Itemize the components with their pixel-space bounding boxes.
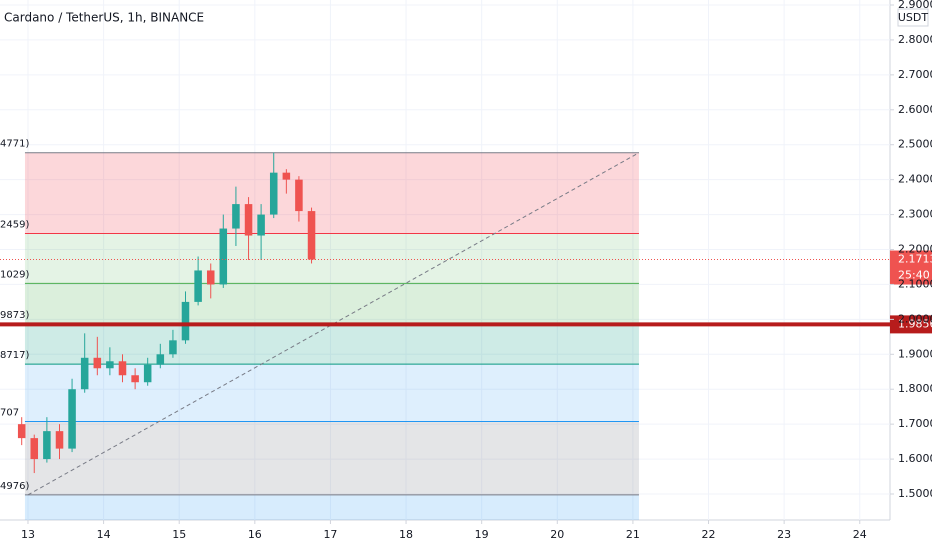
x-tick-label: 13 xyxy=(21,528,35,541)
alert-label: 1.9856 xyxy=(898,317,932,330)
candle-body xyxy=(68,389,76,449)
chart-title: Cardano / TetherUS, 1h, BINANCE xyxy=(4,11,204,25)
y-tick-label: 2.7000 xyxy=(898,68,932,81)
y-tick-label: 2.0000 xyxy=(898,312,932,325)
fib-band xyxy=(24,364,639,422)
candle-body xyxy=(156,354,165,365)
candle-body xyxy=(30,438,39,460)
fib-band xyxy=(24,283,639,324)
fib-label: 4976) xyxy=(0,481,29,492)
candle-body xyxy=(169,340,177,355)
fib-label: 4771) xyxy=(0,139,29,150)
y-tick-label: 2.3000 xyxy=(898,208,932,221)
price-label: 2.1713 xyxy=(898,253,932,266)
candle-body xyxy=(55,431,64,449)
candle-body xyxy=(282,172,291,180)
currency-box xyxy=(897,8,929,27)
y-tick-label: 2.1000 xyxy=(898,277,932,290)
candle-body xyxy=(106,361,114,369)
candle-body xyxy=(181,301,190,341)
x-tick-label: 24 xyxy=(853,528,867,541)
x-tick-label: 20 xyxy=(550,528,564,541)
x-tick-label: 16 xyxy=(248,528,262,541)
y-tick-label: 2.5000 xyxy=(898,138,932,151)
candle-body xyxy=(17,424,26,439)
x-tick-label: 19 xyxy=(475,528,489,541)
candle-body xyxy=(194,270,202,302)
fib-label: 9873) xyxy=(0,310,29,321)
y-tick-label: 2.4000 xyxy=(898,173,932,186)
fib-band xyxy=(24,323,639,365)
candle-body xyxy=(131,375,139,383)
y-tick-label: 1.5000 xyxy=(898,487,932,500)
currency-label[interactable]: USDT xyxy=(898,11,929,24)
candle-body xyxy=(206,270,215,285)
candle-body xyxy=(257,214,265,236)
x-tick-label: 22 xyxy=(702,528,716,541)
fib-label: 1029) xyxy=(0,269,29,280)
y-tick-label: 2.2000 xyxy=(898,243,932,256)
y-tick-label: 2.6000 xyxy=(898,103,932,116)
y-tick-label: 1.9000 xyxy=(898,347,932,360)
candle-body xyxy=(93,357,102,369)
fib-band xyxy=(24,233,639,284)
candle-body xyxy=(80,357,89,390)
x-tick-label: 15 xyxy=(172,528,186,541)
x-tick-label: 17 xyxy=(323,528,337,541)
candle-body xyxy=(143,364,152,383)
price-countdown: 25:40 xyxy=(898,269,930,282)
alert-box xyxy=(890,315,932,334)
x-tick-label: 23 xyxy=(777,528,791,541)
x-tick-label: 21 xyxy=(626,528,640,541)
candle-body xyxy=(118,361,127,376)
candle-body xyxy=(232,204,240,229)
candle-body xyxy=(219,228,228,285)
x-tick-label: 18 xyxy=(399,528,413,541)
candle-body xyxy=(295,179,303,212)
fib-band xyxy=(24,152,639,234)
fib-label: 2459) xyxy=(0,219,29,230)
x-tick-label: 14 xyxy=(97,528,111,541)
candle-body xyxy=(269,172,278,215)
y-tick-label: 1.8000 xyxy=(898,382,932,395)
candle-body xyxy=(43,431,51,460)
fib-label: 8717) xyxy=(0,350,29,361)
y-tick-label: 1.6000 xyxy=(898,452,932,465)
candle-body xyxy=(307,211,316,260)
y-tick-label: 2.8000 xyxy=(898,33,932,46)
price-box xyxy=(890,250,932,285)
fib-label: 707 xyxy=(0,407,19,418)
fib-band xyxy=(24,494,639,520)
candle-body xyxy=(244,204,253,236)
y-tick-label: 2.9000 xyxy=(898,0,932,11)
y-tick-label: 1.7000 xyxy=(898,417,932,430)
fib-band xyxy=(24,421,639,495)
